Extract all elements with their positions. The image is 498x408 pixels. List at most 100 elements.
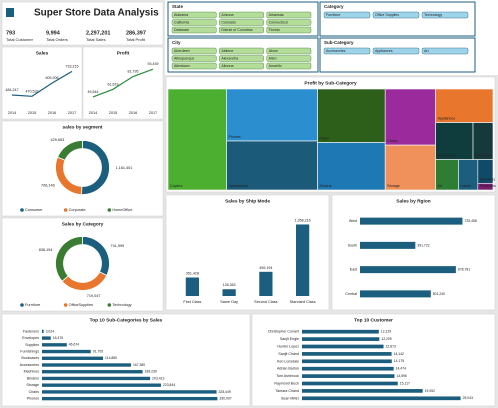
treemap-label: Chairs <box>387 139 398 143</box>
data-label: 330,007 <box>219 397 231 401</box>
kpi-label: Total Sales <box>86 37 106 42</box>
x-tick-label: 2016 <box>129 111 137 115</box>
data-label: 501,240 <box>433 292 445 296</box>
slicer-item[interactable] <box>219 11 264 19</box>
treemap-label: Art <box>438 184 443 188</box>
x-tick-label: 2014 <box>8 111 16 115</box>
data-label: 49,544 <box>88 90 99 94</box>
bar <box>360 266 456 274</box>
bar <box>42 343 67 347</box>
logo-icon <box>6 8 14 17</box>
x-tick-label: 2016 <box>48 111 56 115</box>
chart-title: Sales by Ship Mode <box>225 198 270 204</box>
kpi-value: 286,397 <box>126 30 146 36</box>
slicer-item[interactable] <box>421 47 469 55</box>
legend-swatch <box>20 208 24 212</box>
category-label: Machines <box>24 370 40 374</box>
slicer-item[interactable] <box>421 11 469 19</box>
slicer-item[interactable] <box>266 11 312 19</box>
x-tick-label: Second Class <box>254 300 278 304</box>
slicer-item[interactable] <box>171 47 217 55</box>
slicer-item-label: Alexandria <box>221 57 238 61</box>
slicer-item[interactable] <box>219 62 264 70</box>
treemap-cell <box>317 88 386 143</box>
treemap-cell <box>226 88 318 142</box>
data-label: 14,175 <box>394 359 404 363</box>
chart-title: Profit <box>117 50 130 56</box>
slicer-item[interactable] <box>219 55 264 62</box>
dashboard-title: Super Store Data Analysis <box>34 8 159 19</box>
slicer-item[interactable] <box>266 26 312 34</box>
slicer-item[interactable] <box>171 62 217 70</box>
data-label: 12,129 <box>381 330 391 334</box>
slicer-item[interactable] <box>219 26 264 34</box>
bar <box>185 277 199 296</box>
slicer-item-label: Office Supplies <box>375 13 399 17</box>
treemap-cell <box>435 88 494 123</box>
slicer-item[interactable] <box>372 47 420 55</box>
treemap-cell <box>384 88 436 146</box>
slicer-item[interactable] <box>266 62 312 70</box>
slicer-item-label: Akron <box>269 49 278 53</box>
slicer-item[interactable] <box>266 55 312 62</box>
slicer-item-label: Alabama <box>174 13 188 17</box>
treemap-cell <box>435 122 474 160</box>
category-label: Sanjit Engle <box>280 337 299 341</box>
bar <box>302 337 380 341</box>
legend-label: HomeOffice <box>112 208 132 212</box>
slicer-item[interactable] <box>219 19 264 26</box>
slicer-item[interactable] <box>323 11 371 19</box>
bar <box>302 396 461 401</box>
data-label: 3,024 <box>46 329 55 333</box>
bar <box>222 289 236 296</box>
bar <box>42 356 104 360</box>
slicer-item[interactable] <box>266 19 312 26</box>
slicer-item[interactable] <box>372 11 420 19</box>
treemap-label: Envelopes <box>475 154 492 158</box>
category-label: Tom Ashbrook <box>276 374 299 378</box>
slicer-item[interactable] <box>171 55 217 62</box>
x-tick-label: 2017 <box>68 111 76 115</box>
legend-label: OfficeSupplies <box>69 303 94 307</box>
data-label: 328,449 <box>219 390 231 394</box>
data-label: 609,206 <box>46 76 59 80</box>
data-label: 61,619 <box>108 82 119 86</box>
category-label: Binders <box>27 376 39 380</box>
bar <box>302 329 379 334</box>
chart-panel <box>1 217 164 312</box>
kpi-label: Total Orders <box>46 37 68 42</box>
slicer-item[interactable] <box>323 47 371 55</box>
slicer-item-label: Florida <box>269 28 280 32</box>
x-tick-label: Same Day <box>220 300 238 304</box>
slicer-item[interactable] <box>266 47 312 55</box>
x-tick-label: 2015 <box>109 111 117 115</box>
category-label: Accessories <box>20 363 40 367</box>
slicer-item-label: Amarillo <box>269 64 282 68</box>
treemap-label: Phones <box>229 135 241 139</box>
slicer-title: State <box>172 4 184 9</box>
bar <box>42 370 143 374</box>
data-label: 836,154 <box>39 248 53 252</box>
slicer-item[interactable] <box>219 47 264 55</box>
bar <box>360 290 431 298</box>
slicer-item[interactable] <box>171 11 217 19</box>
data-label: 429,653 <box>50 138 64 142</box>
donut-slice <box>55 236 83 282</box>
header-panel <box>1 1 164 46</box>
bar <box>42 363 131 367</box>
x-tick-label: Standard Class <box>290 300 316 304</box>
category-label: Supplies <box>25 343 39 347</box>
slicer-item[interactable] <box>171 26 217 34</box>
treemap-label: Paper <box>320 136 330 140</box>
treemap-label: Appliances <box>438 117 456 121</box>
slicer-item[interactable] <box>171 19 217 26</box>
slicer-item-label: Albuquerque <box>174 57 194 61</box>
bar <box>42 349 91 354</box>
slicer-item-label: Colorado <box>221 21 236 25</box>
data-label: 16,476 <box>53 336 63 340</box>
chart-title: Sales by Category <box>62 221 104 227</box>
legend-label: Consumer <box>25 208 43 212</box>
legend-label: Technology <box>112 303 131 307</box>
slicer-item-label: Art <box>424 49 429 53</box>
bar <box>296 224 310 296</box>
